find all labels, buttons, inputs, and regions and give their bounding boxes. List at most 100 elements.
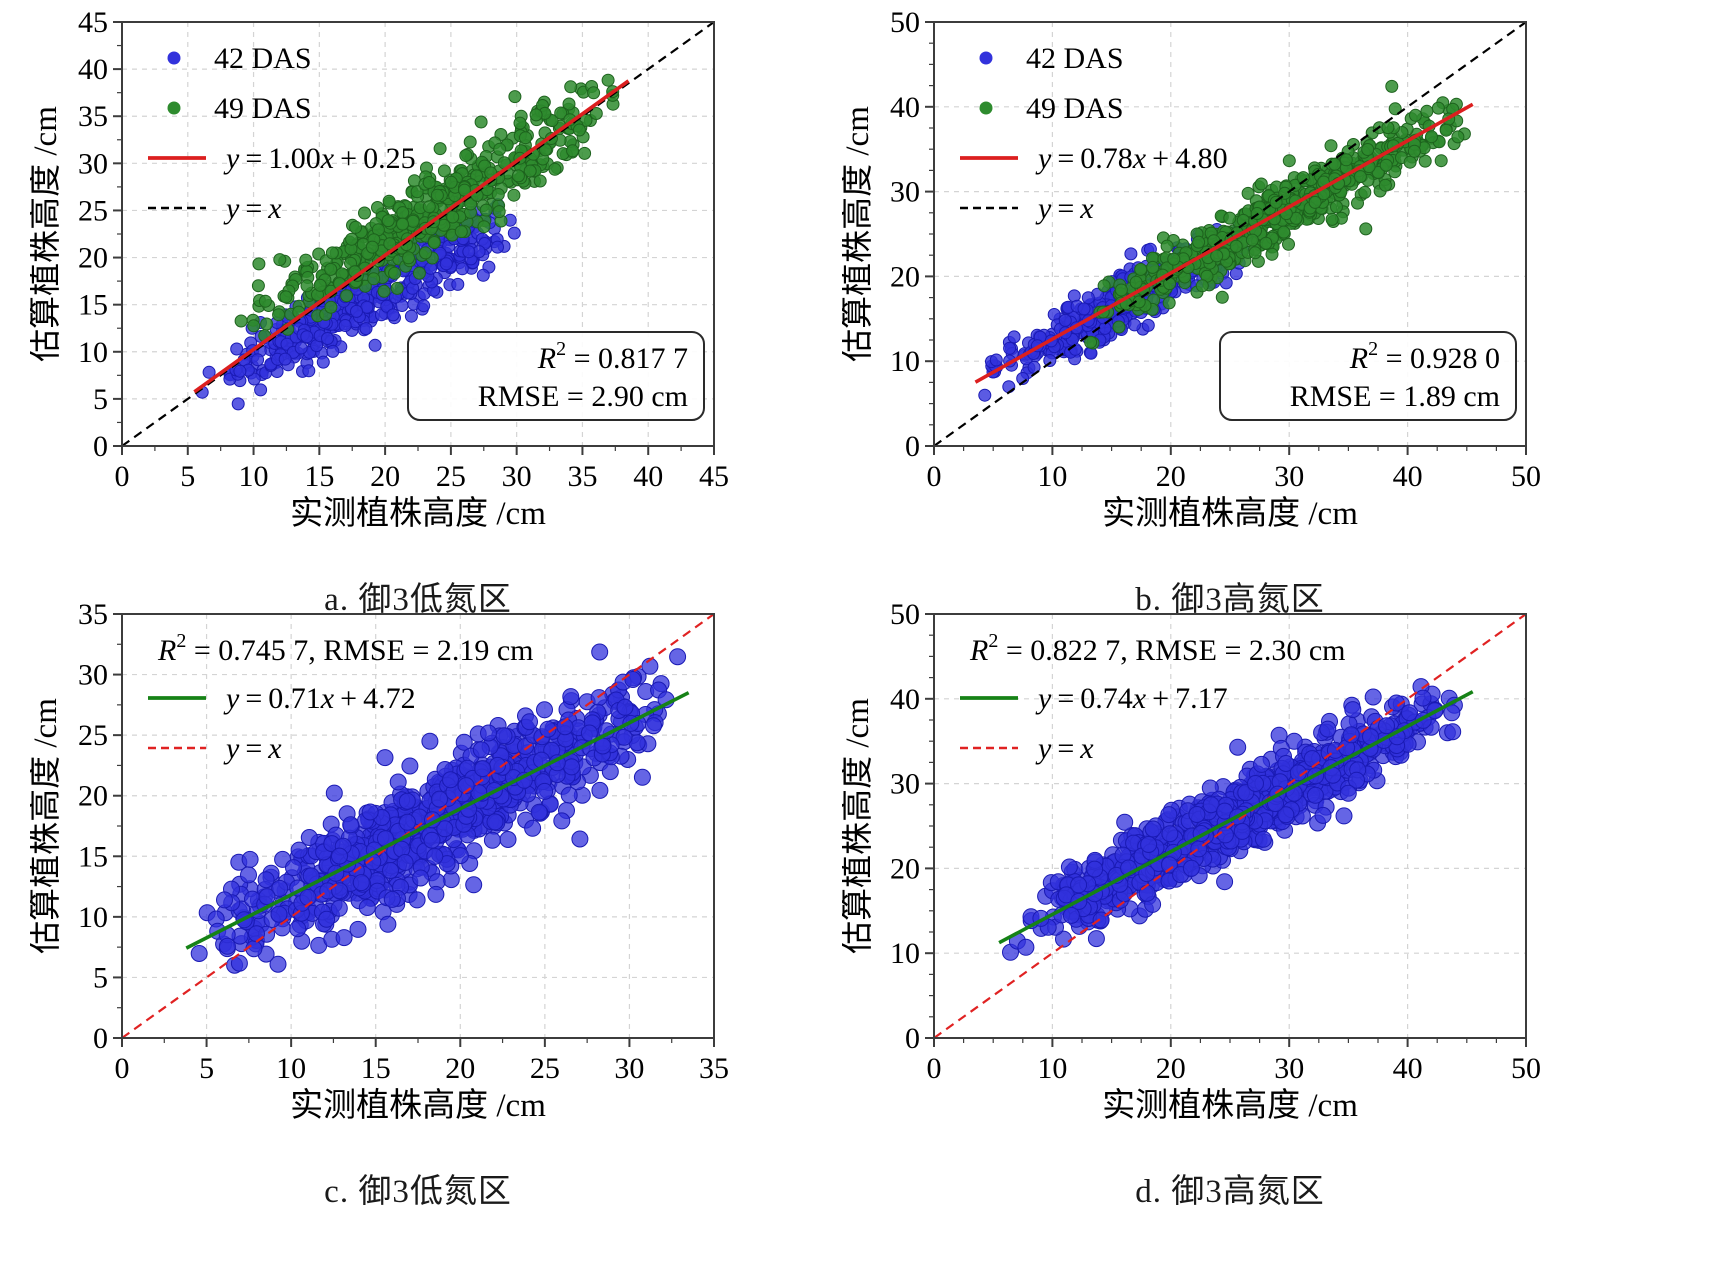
svg-text:5: 5 xyxy=(180,460,195,493)
svg-text:20: 20 xyxy=(890,852,920,885)
svg-text:30: 30 xyxy=(502,460,532,493)
y-axis-label: 估算植株高度 /cm xyxy=(30,698,64,954)
legend: 42 DAS 49 DAS y = 0.78x + 4.80 y = x xyxy=(960,42,1228,225)
legend: 42 DAS 49 DAS y = 1.00x + 0.25 y = x xyxy=(148,42,416,225)
chart-c-scatter: 0 5 10 15 20 25 30 35 0 5 10 15 20 25 30 35 实测植株高度 /cm 估算… xyxy=(30,600,729,1124)
svg-text:45: 45 xyxy=(699,460,729,493)
tick-labels: 0 10 20 30 40 50 0 10 20 30 40 50 xyxy=(890,8,1541,493)
x-axis-label: 实测植株高度 /cm xyxy=(1102,495,1358,532)
legend-label: y = x xyxy=(1035,732,1094,765)
svg-text:45: 45 xyxy=(78,8,108,39)
legend-marker-dot xyxy=(167,101,181,115)
svg-text:25: 25 xyxy=(78,194,108,227)
stats-rmse: RMSE = 1.89 cm xyxy=(1290,380,1500,413)
x-axis-label: 实测植株高度 /cm xyxy=(290,1087,546,1124)
svg-text:0: 0 xyxy=(927,460,942,493)
legend-label: y = x xyxy=(223,732,282,765)
legend-label: y = 1.00x + 0.25 xyxy=(223,142,416,175)
stats-r2: R2 = 0.817 7 xyxy=(537,338,688,375)
svg-text:30: 30 xyxy=(1274,1052,1304,1085)
y-axis-label: 估算植株高度 /cm xyxy=(30,106,64,362)
svg-text:20: 20 xyxy=(370,460,400,493)
axis-ticks xyxy=(113,613,715,1047)
legend-marker-dot xyxy=(167,51,181,65)
identity-line xyxy=(933,613,1527,1039)
svg-text:40: 40 xyxy=(890,683,920,716)
svg-text:50: 50 xyxy=(890,8,920,39)
svg-text:0: 0 xyxy=(115,460,130,493)
panel-a: 0 5 10 15 20 25 30 35 40 45 0 5 10 15 20 25 30 35 40 45 实测植株… xyxy=(30,8,730,620)
panel-c: 0 5 10 15 20 25 30 35 0 5 10 15 20 25 30 35 实测植株高度 /cm 估算… xyxy=(30,600,730,1212)
svg-text:10: 10 xyxy=(1037,1052,1067,1085)
caption-a: a. 御3低氮区 xyxy=(324,582,512,618)
fit-line xyxy=(185,691,690,950)
x-axis-label: 实测植株高度 /cm xyxy=(290,495,546,532)
svg-text:10: 10 xyxy=(890,937,920,970)
svg-text:40: 40 xyxy=(633,460,663,493)
legend: R2 = 0.822 7, RMSE = 2.30 cm y = 0.74x + … xyxy=(960,630,1346,765)
svg-text:0: 0 xyxy=(905,430,920,463)
legend-label: 42 DAS xyxy=(1026,42,1124,75)
svg-text:10: 10 xyxy=(276,1052,306,1085)
svg-text:20: 20 xyxy=(890,260,920,293)
svg-text:0: 0 xyxy=(93,430,108,463)
legend-label: y = x xyxy=(223,192,282,225)
svg-text:30: 30 xyxy=(78,147,108,180)
svg-text:20: 20 xyxy=(1156,460,1186,493)
chart-a-scatter: 0 5 10 15 20 25 30 35 40 45 0 5 10 15 20 25 30 35 40 45 实测植株… xyxy=(30,8,729,532)
caption-d: d. 御3高氮区 xyxy=(1135,1174,1325,1210)
svg-text:5: 5 xyxy=(93,383,108,416)
svg-text:35: 35 xyxy=(78,600,108,631)
svg-text:35: 35 xyxy=(699,1052,729,1085)
stats-r2: R2 = 0.928 0 xyxy=(1349,338,1500,375)
svg-text:25: 25 xyxy=(530,1052,560,1085)
axis-ticks xyxy=(925,613,1527,1047)
axis-ticks xyxy=(925,21,1527,455)
stats-box xyxy=(1219,331,1517,421)
legend-label: y = x xyxy=(1035,192,1094,225)
svg-text:30: 30 xyxy=(890,768,920,801)
svg-text:0: 0 xyxy=(905,1022,920,1055)
svg-text:10: 10 xyxy=(78,336,108,369)
panel-b: 0 10 20 30 40 50 0 10 20 30 40 50 实测植株高度 /cm 估算植株高度 /… xyxy=(842,8,1542,620)
svg-text:20: 20 xyxy=(78,242,108,275)
svg-text:25: 25 xyxy=(78,719,108,752)
svg-text:5: 5 xyxy=(93,961,108,994)
caption-b: b. 御3高氮区 xyxy=(1135,582,1325,618)
svg-text:40: 40 xyxy=(1393,460,1423,493)
chart-b-scatter: 0 10 20 30 40 50 0 10 20 30 40 50 实测植株高度 /cm 估算植株高度 /… xyxy=(842,8,1541,532)
fit-line xyxy=(998,690,1474,945)
svg-text:0: 0 xyxy=(927,1052,942,1085)
legend-marker-dot xyxy=(979,101,993,115)
svg-text:15: 15 xyxy=(78,840,108,873)
svg-text:40: 40 xyxy=(890,91,920,124)
svg-text:50: 50 xyxy=(890,600,920,631)
legend-label: 42 DAS xyxy=(214,42,312,75)
tick-labels: 0 5 10 15 20 25 30 35 0 5 10 15 20 25 30 35 xyxy=(78,600,729,1085)
stats-box xyxy=(407,331,705,421)
svg-text:20: 20 xyxy=(1156,1052,1186,1085)
svg-text:20: 20 xyxy=(78,780,108,813)
identity-line xyxy=(121,613,715,1039)
scatter-series-49-das xyxy=(234,73,620,343)
svg-text:30: 30 xyxy=(614,1052,644,1085)
svg-text:40: 40 xyxy=(78,53,108,86)
legend-label: y = 0.74x + 7.17 xyxy=(1035,682,1228,715)
svg-text:40: 40 xyxy=(1393,1052,1423,1085)
svg-text:10: 10 xyxy=(78,901,108,934)
y-axis-label: 估算植株高度 /cm xyxy=(842,106,876,362)
identity-line xyxy=(121,21,715,447)
svg-text:15: 15 xyxy=(78,289,108,322)
legend-label: 49 DAS xyxy=(1026,92,1124,125)
svg-text:15: 15 xyxy=(361,1052,391,1085)
caption-c: c. 御3低氮区 xyxy=(324,1174,512,1210)
legend-label: y = 0.71x + 4.72 xyxy=(223,682,416,715)
svg-text:5: 5 xyxy=(199,1052,214,1085)
legend-label: 49 DAS xyxy=(214,92,312,125)
x-axis-label: 实测植株高度 /cm xyxy=(1102,1087,1358,1124)
svg-text:25: 25 xyxy=(436,460,466,493)
svg-text:35: 35 xyxy=(78,100,108,133)
legend-marker-dot xyxy=(979,51,993,65)
stats-text: R2 = 0.822 7, RMSE = 2.30 cm xyxy=(969,630,1346,667)
